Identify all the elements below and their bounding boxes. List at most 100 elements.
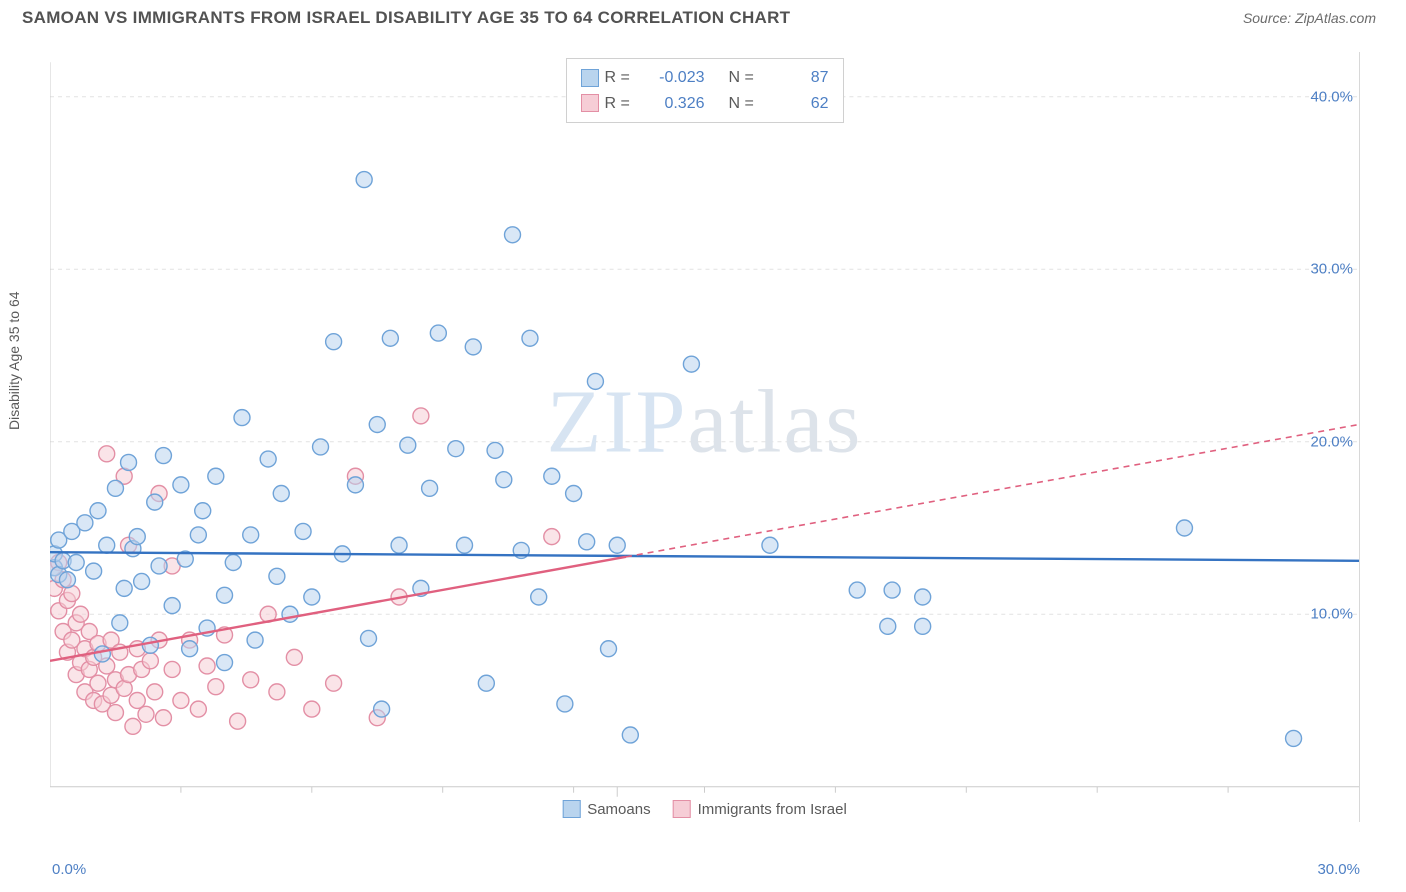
data-point [147, 494, 163, 510]
data-point [347, 477, 363, 493]
data-point [208, 679, 224, 695]
data-point [295, 523, 311, 539]
data-point [505, 227, 521, 243]
data-point [155, 448, 171, 464]
n-label: N = [729, 65, 763, 91]
y-tick-label: 30.0% [1310, 261, 1353, 278]
trend-line [50, 552, 1359, 561]
data-point [313, 439, 329, 455]
data-point [99, 446, 115, 462]
y-tick-label: 40.0% [1310, 88, 1353, 105]
y-axis-label: Disability Age 35 to 64 [6, 291, 22, 430]
data-point [155, 710, 171, 726]
data-point [413, 408, 429, 424]
n-value-samoans: 87 [769, 65, 829, 91]
data-point [622, 727, 638, 743]
data-point [230, 713, 246, 729]
correlation-row-israel: R = 0.326 N = 62 [581, 91, 829, 117]
source-attribution: Source: ZipAtlas.com [1243, 10, 1376, 26]
data-point [557, 696, 573, 712]
data-point [762, 537, 778, 553]
x-tick-labels: 0.0% 30.0% [50, 822, 1360, 852]
x-tick-0: 0.0% [52, 861, 86, 878]
data-point [884, 582, 900, 598]
data-point [142, 653, 158, 669]
data-point [164, 598, 180, 614]
data-point [138, 706, 154, 722]
data-point [326, 675, 342, 691]
data-point [90, 675, 106, 691]
y-tick-label: 10.0% [1310, 606, 1353, 623]
source-prefix: Source: [1243, 10, 1295, 26]
data-point [73, 606, 89, 622]
data-point [326, 334, 342, 350]
legend-label-israel: Immigrants from Israel [698, 801, 847, 818]
data-point [465, 339, 481, 355]
data-point [94, 646, 110, 662]
data-point [68, 555, 84, 571]
data-point [382, 330, 398, 346]
data-point [1176, 520, 1192, 536]
r-value-samoans: -0.023 [645, 65, 705, 91]
data-point [195, 503, 211, 519]
swatch-samoans [581, 69, 599, 87]
swatch-samoans-icon [562, 800, 580, 818]
r-label: R = [605, 65, 639, 91]
data-point [90, 503, 106, 519]
data-point [566, 486, 582, 502]
data-point [683, 356, 699, 372]
data-point [487, 442, 503, 458]
series-legend: Samoans Immigrants from Israel [562, 800, 847, 818]
data-point [531, 589, 547, 605]
data-point [99, 537, 115, 553]
swatch-israel-icon [673, 800, 691, 818]
data-point [234, 410, 250, 426]
data-point [142, 637, 158, 653]
correlation-row-samoans: R = -0.023 N = 87 [581, 65, 829, 91]
data-point [112, 615, 128, 631]
data-point [173, 692, 189, 708]
data-point [260, 451, 276, 467]
n-label: N = [729, 91, 763, 117]
swatch-israel [581, 94, 599, 112]
data-point [369, 417, 385, 433]
data-point [173, 477, 189, 493]
chart-plot-area: ZIPatlas R = -0.023 N = 87 R = 0.326 N =… [50, 52, 1360, 822]
data-point [269, 684, 285, 700]
data-point [915, 618, 931, 634]
chart-title: SAMOAN VS IMMIGRANTS FROM ISRAEL DISABIL… [22, 8, 790, 28]
data-point [587, 373, 603, 389]
header-bar: SAMOAN VS IMMIGRANTS FROM ISRAEL DISABIL… [0, 0, 1406, 28]
scatter-plot-svg [50, 52, 1359, 822]
data-point [304, 701, 320, 717]
data-point [217, 655, 233, 671]
data-point [243, 672, 259, 688]
data-point [430, 325, 446, 341]
data-point [361, 630, 377, 646]
data-point [59, 572, 75, 588]
data-point [217, 587, 233, 603]
data-point [1286, 730, 1302, 746]
data-point [915, 589, 931, 605]
data-point [422, 480, 438, 496]
data-point [374, 701, 390, 717]
trend-line [50, 557, 626, 661]
r-value-israel: 0.326 [645, 91, 705, 117]
data-point [356, 172, 372, 188]
data-point [478, 675, 494, 691]
data-point [225, 555, 241, 571]
data-point [182, 641, 198, 657]
n-value-israel: 62 [769, 91, 829, 117]
data-point [269, 568, 285, 584]
data-point [147, 684, 163, 700]
data-point [208, 468, 224, 484]
data-point [286, 649, 302, 665]
data-point [522, 330, 538, 346]
data-point [121, 454, 137, 470]
data-point [129, 692, 145, 708]
data-point [86, 563, 102, 579]
data-point [190, 527, 206, 543]
trend-line-extrapolated [626, 425, 1359, 557]
data-point [457, 537, 473, 553]
correlation-legend-box: R = -0.023 N = 87 R = 0.326 N = 62 [566, 58, 844, 123]
